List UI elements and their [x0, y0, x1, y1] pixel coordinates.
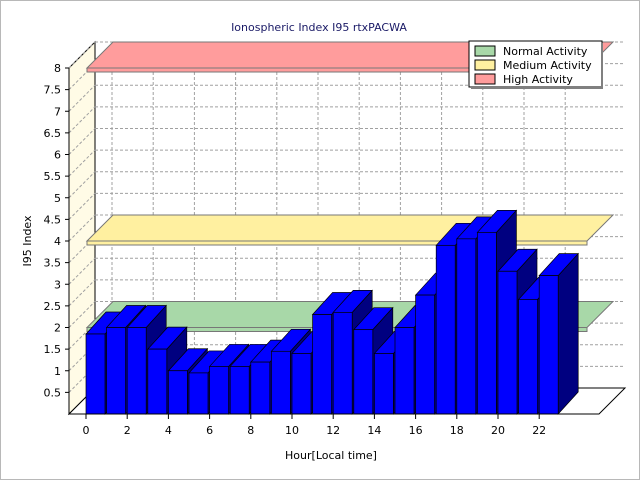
- bar-front: [477, 232, 497, 415]
- y-tick-label: 1: [54, 365, 61, 378]
- bar-front: [271, 350, 291, 415]
- x-tick-label: 0: [83, 424, 90, 437]
- gridline-side: [68, 149, 96, 177]
- bar-front: [374, 353, 394, 415]
- x-tick-label: 8: [247, 424, 254, 437]
- y-tick-label: 8: [54, 62, 61, 75]
- bar-front: [415, 294, 435, 415]
- y-tick-label: 3: [54, 278, 61, 291]
- bar-front: [126, 327, 147, 415]
- gridline-side: [68, 41, 96, 69]
- x-tick-label: 6: [206, 424, 213, 437]
- bar-front: [332, 312, 353, 415]
- y-tick-label: 2.5: [44, 300, 62, 313]
- gridline-side: [68, 214, 96, 242]
- bar-front: [312, 314, 332, 415]
- gridline-side: [68, 171, 96, 199]
- gridline-side: [68, 106, 96, 134]
- bar-front: [291, 353, 312, 415]
- x-tick-label: 18: [450, 424, 464, 437]
- chart-title: Ionospheric Index I95 rtxPACWA: [231, 21, 407, 34]
- bar-front: [229, 366, 250, 415]
- bar-front: [456, 238, 477, 415]
- x-tick-label: 14: [367, 424, 381, 437]
- bar-front: [188, 372, 209, 415]
- bar-front: [538, 275, 559, 415]
- x-tick-label: 4: [165, 424, 172, 437]
- gridline-side: [68, 257, 96, 285]
- bar-front: [106, 327, 126, 415]
- legend-entry: Normal Activity: [503, 45, 588, 58]
- y-tick-label: 7: [54, 105, 61, 118]
- bar-front: [147, 348, 168, 415]
- y-tick-label: 7.5: [44, 84, 62, 97]
- legend-entry: Medium Activity: [503, 59, 592, 72]
- x-tick-label: 10: [285, 424, 299, 437]
- bar-front: [497, 270, 518, 415]
- x-tick-label: 2: [124, 424, 131, 437]
- legend-swatch: [474, 59, 496, 71]
- y-tick-label: 4.5: [44, 213, 62, 226]
- y-axis-title: I95 Index: [21, 215, 34, 267]
- gridline-side: [68, 301, 96, 328]
- y-tick-label: 5.5: [44, 170, 62, 183]
- x-tick-label: 16: [409, 424, 423, 437]
- y-tick-label: 3.5: [44, 257, 62, 270]
- legend-entry: High Activity: [503, 73, 573, 86]
- x-tick-label: 22: [532, 424, 546, 437]
- bar-front: [353, 329, 374, 415]
- bar-series: [85, 209, 579, 415]
- band-top: [85, 214, 615, 242]
- legend-swatch: [474, 73, 496, 85]
- x-axis-title: Hour[Local time]: [285, 449, 377, 462]
- bar-front: [435, 244, 456, 415]
- y-tick-label: 6: [54, 149, 61, 162]
- bar-front: [85, 333, 106, 415]
- x-tick-label: 20: [491, 424, 505, 437]
- bar-front: [394, 327, 415, 415]
- x-tick-label: 12: [326, 424, 340, 437]
- gridline-side: [68, 84, 96, 112]
- y-tick-label: 5: [54, 192, 61, 205]
- bar-front: [518, 299, 538, 415]
- y-tick-label: 4: [54, 235, 61, 248]
- chart-labels: Ionospheric Index I95 rtxPACWA Hour[Loca…: [21, 21, 407, 462]
- y-tick-label: 1.5: [44, 343, 62, 356]
- y-tick-label: 0.5: [44, 386, 62, 399]
- gridline-side: [68, 128, 96, 155]
- bar: [538, 252, 579, 415]
- bar-front: [209, 366, 229, 415]
- y-tick-label: 2: [54, 322, 61, 335]
- y-tick-label: 6.5: [44, 127, 62, 140]
- legend-swatch: [474, 45, 496, 57]
- gridline-side: [68, 193, 96, 220]
- bar-front: [168, 370, 188, 415]
- chart-axes: 0.5 1 1.5 2 2.5 3 3.5 4 4.5 5 5.5 6 6.5 7 7.5 8 0 2 4 6 8 10 1…: [44, 62, 599, 437]
- gridline-side: [68, 279, 96, 307]
- bar-side: [557, 252, 579, 415]
- bar-front: [250, 361, 271, 415]
